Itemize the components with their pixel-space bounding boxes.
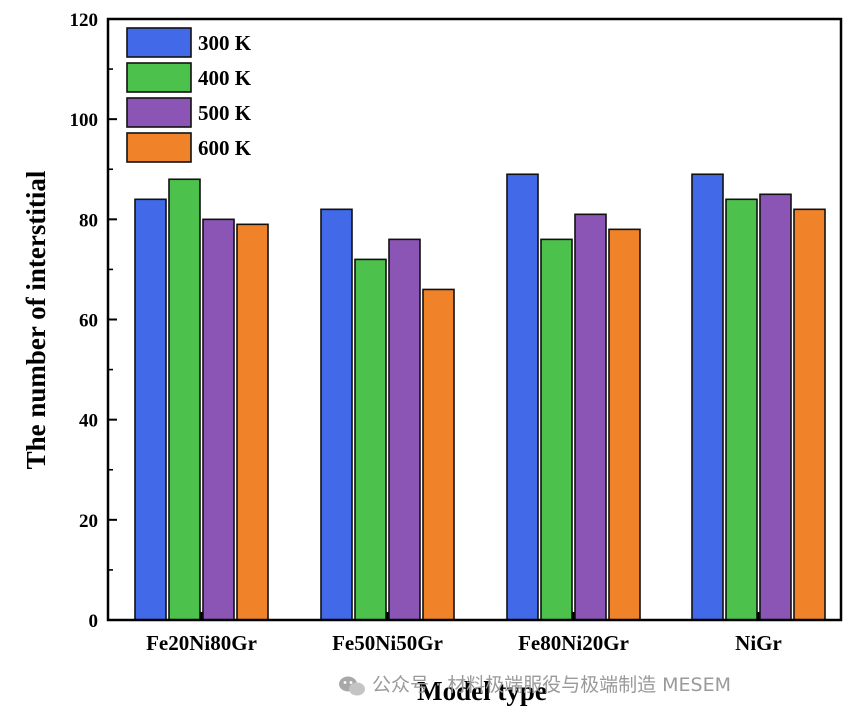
y-tick-label: 60 xyxy=(79,311,98,332)
y-tick-label: 80 xyxy=(79,210,98,231)
legend-label: 600 K xyxy=(198,136,252,160)
bar-nigr-300k xyxy=(691,173,724,621)
x-category-label: NiGr xyxy=(735,631,782,655)
y-tick-label: 100 xyxy=(70,110,99,131)
legend-swatch xyxy=(126,62,192,93)
x-category-label: Fe50Ni50Gr xyxy=(332,631,443,655)
legend: 300 K 400 K 500 K 600 K xyxy=(126,27,252,163)
watermark: 公众号 · 材料极端服役与极端制造 MESEM xyxy=(339,674,731,696)
y-axis-ticks: 0 20 40 60 80 100 120 xyxy=(70,10,117,632)
x-category-label: Fe80Ni20Gr xyxy=(518,631,629,655)
x-axis-category-labels: Fe20Ni80Gr Fe50Ni50Gr Fe80Ni20Gr NiGr xyxy=(146,612,782,655)
y-tick-label: 40 xyxy=(79,411,98,432)
bars-group xyxy=(134,173,826,621)
legend-label: 300 K xyxy=(198,31,252,55)
bar-fe50ni50gr-600k xyxy=(422,288,455,621)
bar-fe50ni50gr-400k xyxy=(354,258,387,621)
bar-fe20ni80gr-500k xyxy=(202,218,235,621)
y-tick-label: 0 xyxy=(89,611,99,632)
bar-fe80ni20gr-300k xyxy=(506,173,539,621)
x-category-label: Fe20Ni80Gr xyxy=(146,631,257,655)
x-axis-title: Model type xyxy=(417,676,547,706)
y-axis-title: The number of interstitial xyxy=(21,170,51,469)
bar-fe20ni80gr-600k xyxy=(236,223,269,621)
legend-label: 500 K xyxy=(198,101,252,125)
bar-fe80ni20gr-400k xyxy=(540,238,573,621)
bar-nigr-600k xyxy=(793,208,826,621)
bar-fe20ni80gr-400k xyxy=(168,178,201,621)
legend-label: 400 K xyxy=(198,66,252,90)
watermark-text: 公众号 · 材料极端服役与极端制造 MESEM xyxy=(372,674,731,696)
bar-fe80ni20gr-500k xyxy=(574,213,607,621)
bar-nigr-400k xyxy=(725,198,758,621)
bar-fe80ni20gr-600k xyxy=(608,228,641,621)
legend-swatch xyxy=(126,27,192,58)
y-tick-label: 20 xyxy=(79,511,98,532)
wechat-icon xyxy=(339,676,365,696)
bar-nigr-500k xyxy=(759,193,792,621)
bar-fe20ni80gr-300k xyxy=(134,198,167,621)
bar-fe50ni50gr-300k xyxy=(320,208,353,621)
bar-fe50ni50gr-500k xyxy=(388,238,421,621)
legend-swatch xyxy=(126,97,192,128)
legend-swatch xyxy=(126,132,192,163)
y-tick-label: 120 xyxy=(70,10,99,31)
